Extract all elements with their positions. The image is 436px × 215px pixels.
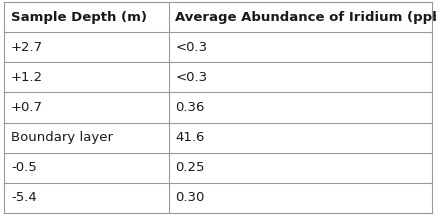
Bar [4, 123, 432, 153]
Text: +2.7: +2.7 [11, 41, 43, 54]
Text: +0.7: +0.7 [11, 101, 43, 114]
Text: Sample Depth (m): Sample Depth (m) [11, 11, 147, 24]
Text: Average Abundance of Iridium (ppb): Average Abundance of Iridium (ppb) [175, 11, 436, 24]
Bar [4, 62, 432, 92]
Bar [4, 183, 432, 213]
Bar [4, 92, 432, 123]
Text: 41.6: 41.6 [175, 131, 205, 144]
Bar [4, 2, 432, 32]
Text: 0.25: 0.25 [175, 161, 205, 174]
Text: -0.5: -0.5 [11, 161, 37, 174]
Text: +1.2: +1.2 [11, 71, 43, 84]
Text: <0.3: <0.3 [175, 41, 208, 54]
Bar [4, 153, 432, 183]
Text: <0.3: <0.3 [175, 71, 208, 84]
Text: Boundary layer: Boundary layer [11, 131, 113, 144]
Text: 0.30: 0.30 [175, 191, 205, 204]
Text: -5.4: -5.4 [11, 191, 37, 204]
Bar [4, 32, 432, 62]
Text: 0.36: 0.36 [175, 101, 205, 114]
